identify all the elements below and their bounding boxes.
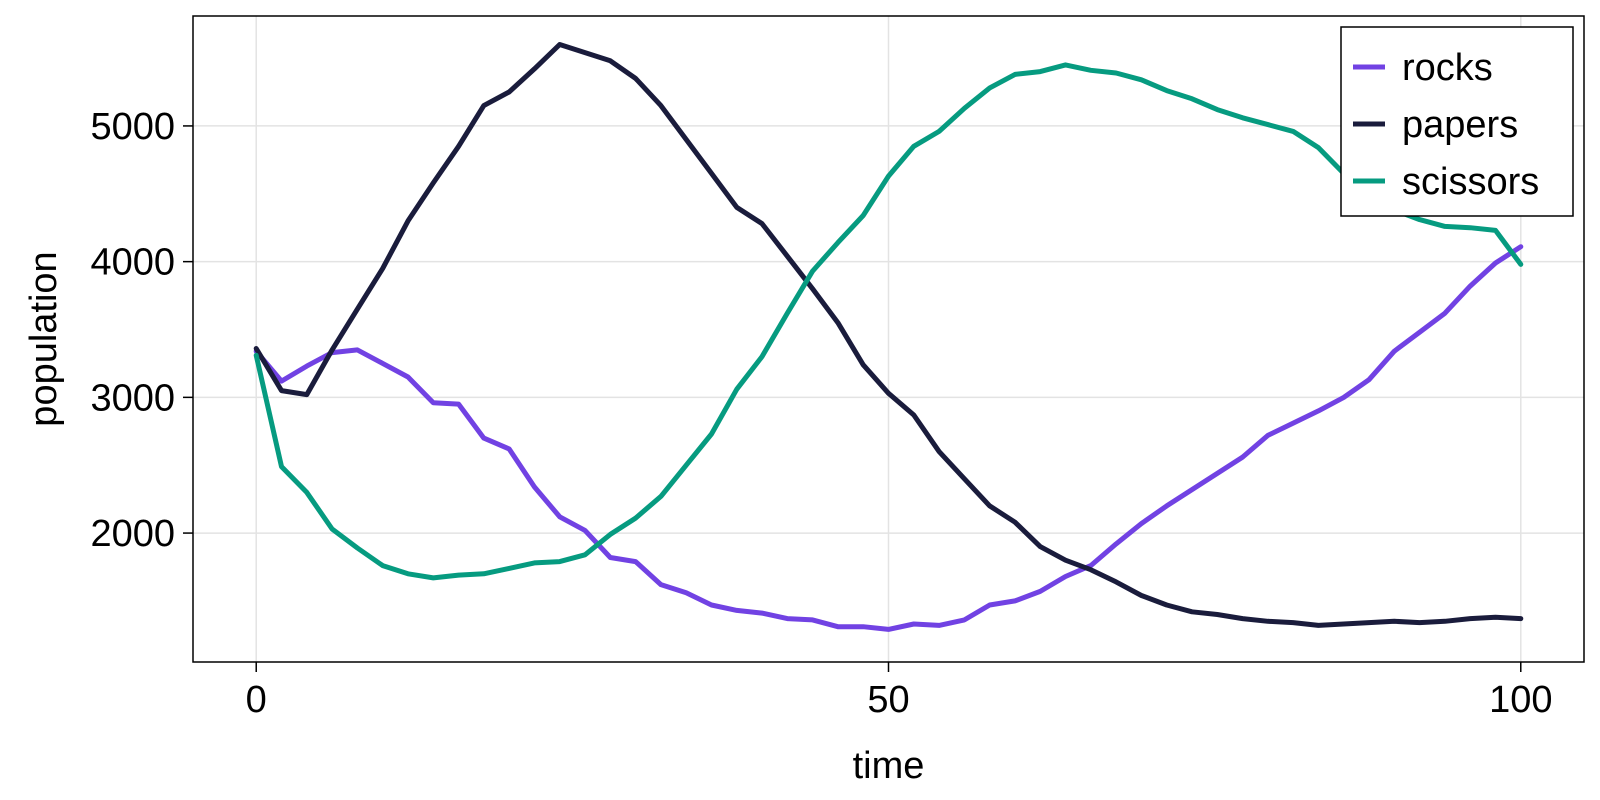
series-line-scissors bbox=[253, 62, 1524, 581]
x-axis-label: time bbox=[853, 745, 925, 787]
x-tick-label: 50 bbox=[867, 679, 909, 721]
y-tick-label: 3000 bbox=[90, 377, 175, 419]
series-line-rocks bbox=[253, 244, 1524, 632]
legend-label-papers: papers bbox=[1402, 104, 1518, 146]
legend-label-scissors: scissors bbox=[1402, 161, 1539, 203]
y-tick-label: 2000 bbox=[90, 513, 175, 555]
y-axis-ticks: 2000 3000 4000 5000 bbox=[90, 106, 193, 555]
legend: rocks papers scissors bbox=[1340, 26, 1574, 217]
x-axis-ticks: 0 50 100 bbox=[246, 662, 1552, 721]
x-tick-label: 100 bbox=[1489, 679, 1552, 721]
y-tick-label: 4000 bbox=[90, 242, 175, 284]
x-tick-label: 0 bbox=[246, 679, 267, 721]
y-tick-label: 5000 bbox=[90, 106, 175, 148]
legend-label-rocks: rocks bbox=[1402, 47, 1493, 89]
series-line-papers bbox=[253, 42, 1524, 628]
series-lines bbox=[253, 42, 1524, 632]
y-axis-label: population bbox=[23, 251, 65, 426]
